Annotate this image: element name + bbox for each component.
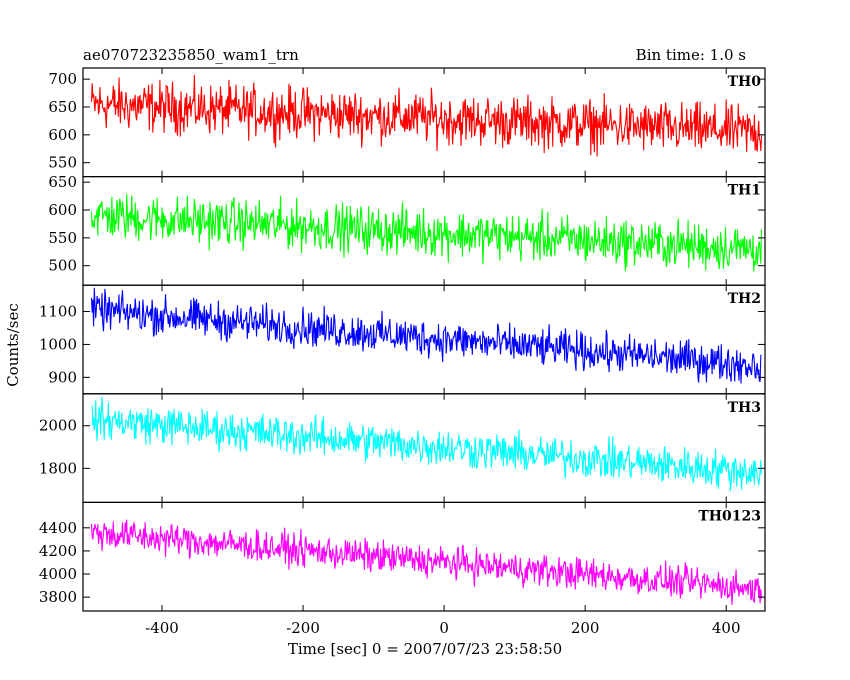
- series-line-th2: [90, 287, 762, 384]
- y-tick-label: 900: [48, 368, 77, 386]
- y-tick-label: 4200: [39, 542, 77, 560]
- panel-th0: 550 600 650 700 TH0: [48, 67, 766, 178]
- panel-name-label: TH3: [728, 400, 761, 416]
- y-tick-label: 500: [48, 257, 77, 275]
- y-tick-label: 4400: [39, 519, 77, 537]
- panel-th1: 500 550 600 650 TH1: [48, 173, 766, 286]
- x-axis: -400 -200 0 200 400: [145, 619, 740, 637]
- panel-th0123: 3800 4000 4200 4400 TH0123: [39, 501, 766, 612]
- x-tick-label: 200: [571, 619, 600, 637]
- series-line-th3: [91, 396, 763, 492]
- x-tick-label: -200: [286, 619, 320, 637]
- y-tick-label: 550: [48, 229, 77, 247]
- y-tick-label: 2000: [39, 417, 77, 435]
- chart-title: ae070723235850_wam1_trn: [83, 46, 299, 64]
- panel-th2: 900 1000 1100 TH2: [39, 284, 766, 395]
- series-line-th1: [90, 193, 763, 272]
- panel-frame: [82, 393, 766, 503]
- y-axis-label: Counts/sec: [4, 303, 22, 387]
- y-tick-label: 700: [48, 70, 77, 88]
- x-axis-label: Time [sec] 0 = 2007/07/23 23:58:50: [288, 640, 562, 658]
- x-tick-label: -400: [145, 619, 179, 637]
- series-line-th0: [90, 74, 763, 157]
- y-tick-label: 600: [48, 201, 77, 219]
- panel-name-label: TH2: [728, 291, 761, 307]
- series-line-th0123: [90, 519, 763, 606]
- panel-name-label: TH0123: [698, 508, 761, 524]
- y-tick-label: 600: [48, 126, 77, 144]
- panels-group: 550 600 650 700 TH0 500 550 600 650 TH1 900 1000 110…: [39, 67, 766, 612]
- panel-frame: [82, 501, 766, 612]
- x-tick-label: 400: [712, 619, 741, 637]
- x-tick-label: 0: [439, 619, 449, 637]
- y-tick-label: 4000: [39, 565, 77, 583]
- y-tick-label: 1000: [39, 335, 77, 353]
- y-tick-label: 550: [48, 154, 77, 172]
- panel-name-label: TH0: [728, 74, 762, 90]
- y-tick-label: 650: [48, 173, 77, 191]
- y-tick-label: 3800: [39, 588, 77, 606]
- y-tick-label: 650: [48, 98, 77, 116]
- y-tick-label: 1800: [39, 459, 77, 477]
- panel-th3: 1800 2000 TH3: [39, 393, 766, 503]
- y-tick-label: 1100: [39, 303, 77, 321]
- panel-name-label: TH1: [728, 183, 761, 199]
- bin-time-label: Bin time: 1.0 s: [636, 46, 746, 64]
